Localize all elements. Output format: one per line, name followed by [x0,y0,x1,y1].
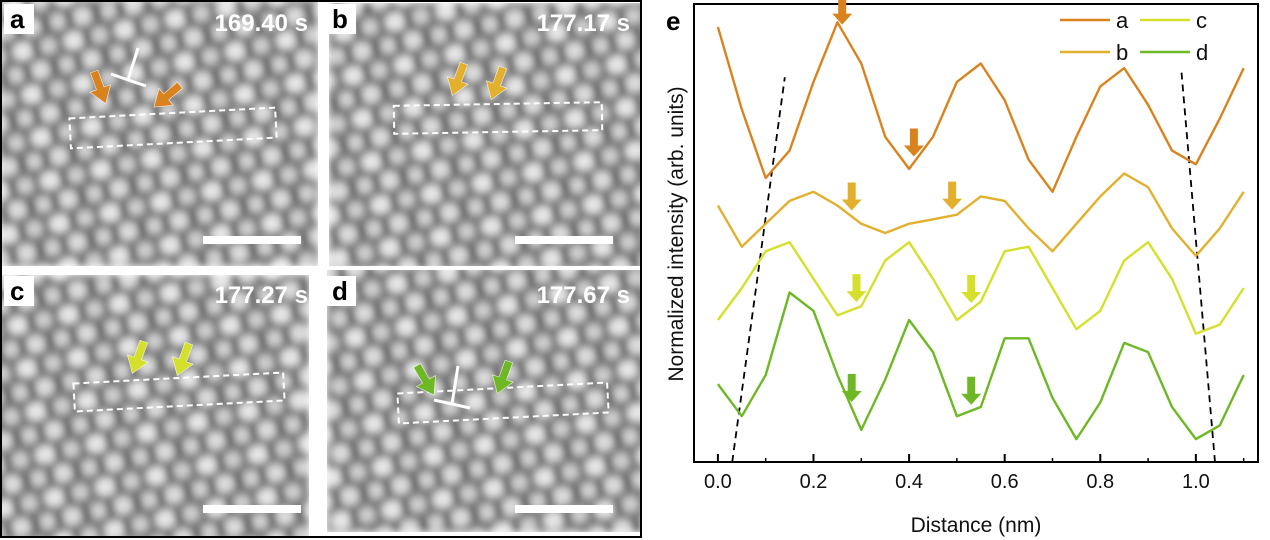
arrow-c-icon [846,274,867,303]
micrograph-panel-b [329,3,640,266]
x-tick-label: 0.6 [991,471,1019,493]
dislocation-symbol-a [110,47,147,88]
arrow-b-icon [841,182,862,211]
line-profile-box-a [68,106,278,150]
arrow-b-right-icon [486,65,508,100]
arrow-b-icon [942,181,963,210]
intensity-chart: e 0.0 0.2 0.4 0.6 0.8 1.0 Distance (nm) Norma… [661,0,1259,537]
series-line-d [716,291,1245,441]
line-profile-box-b [392,101,604,135]
panel-label-box-e [661,6,689,34]
timestamp-d: 177.67 s [537,282,630,309]
micrograph-frame [0,0,642,538]
arrow-a-right-icon [153,81,183,108]
scale-bar-d [515,505,613,513]
panel-label-e: e [666,6,680,36]
timestamp-b: 177.17 s [537,10,630,37]
series-group [716,21,1245,441]
legend: a c b d [1060,8,1208,65]
arrow-d-icon [961,376,982,405]
dislocation-symbol-d [433,365,471,410]
legend-label-d: d [1196,40,1208,65]
arrow-a-icon [832,0,853,25]
y-axis-label: Normalized intensity (arb. units) [665,86,688,381]
scale-bar-b [515,236,613,244]
panel-label-box-a [4,4,34,34]
arrow-a-icon [903,128,924,157]
guide-line-2 [1180,72,1216,463]
x-axis-ticks: 0.0 0.2 0.4 0.6 0.8 1.0 [704,454,1245,493]
profile-arrows [832,0,982,405]
panel-label-d: d [332,276,348,306]
plot-frame [693,3,1259,463]
micrograph-panel-c [0,275,309,536]
guide-line-1 [731,77,786,463]
panel-label-b: b [332,4,348,34]
x-tick-label: 0.4 [895,471,923,493]
series-line-b [716,172,1245,258]
panel-label-a: a [10,4,25,34]
micrograph-panel-d [327,270,640,532]
guide-lines [731,72,1216,463]
panel-label-box-c [4,276,34,306]
timestamp-a: 169.40 s [215,10,308,37]
arrow-c-right-icon [172,341,194,376]
arrow-c-icon [961,275,982,303]
micrograph-panel-a [0,0,318,266]
series-line-c [716,240,1245,335]
legend-label-b: b [1116,40,1128,65]
arrow-a-left-icon [89,69,111,104]
x-tick-label: 1.0 [1182,471,1210,493]
timestamp-c: 177.27 s [215,282,308,309]
panel-label-box-d [326,276,356,306]
panel-label-box-b [326,4,356,34]
arrow-d-right-icon [492,359,514,394]
x-tick-label: 0.8 [1086,471,1114,493]
arrow-d-left-icon [413,363,436,396]
series-line-a [716,21,1245,194]
scale-bar-a [203,236,301,244]
line-profile-box-c [72,371,286,413]
arrow-d-icon [841,374,862,402]
x-axis-label: Distance (nm) [911,514,1042,537]
arrow-b-left-icon [447,61,469,96]
x-tick-label: 0.2 [800,471,828,493]
arrow-c-left-icon [127,339,149,374]
legend-label-a: a [1116,8,1129,33]
x-tick-label: 0.0 [704,471,732,493]
legend-label-c: c [1196,8,1207,33]
panel-label-c: c [10,276,24,306]
scale-bar-c [203,505,301,513]
micrograph-grid: a 169.40 s b 177.17 s c 177.27 s d 177.6… [0,0,642,540]
